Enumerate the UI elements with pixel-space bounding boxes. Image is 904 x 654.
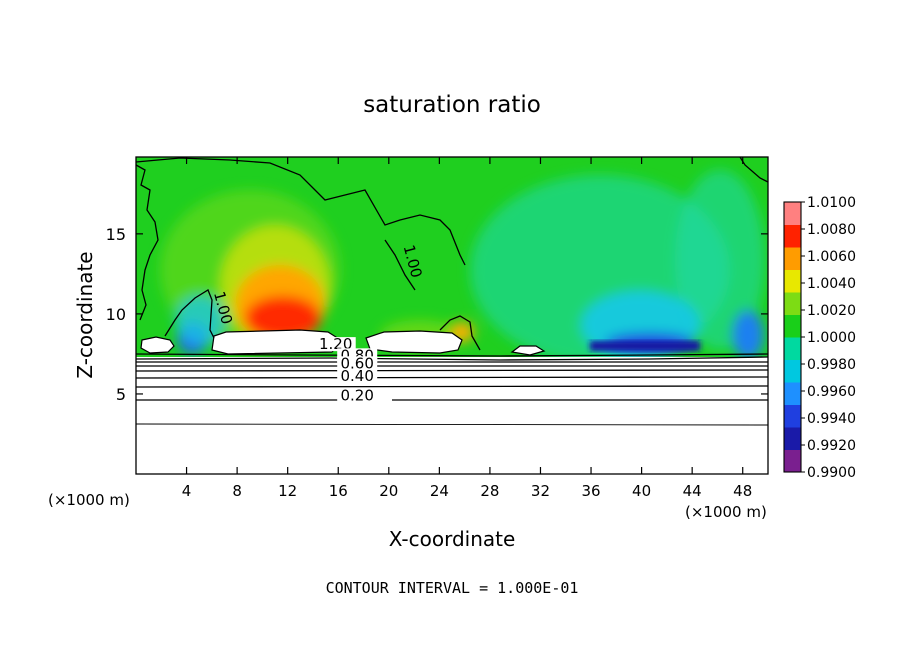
contour-1-00-arch	[164, 289, 215, 339]
x-tick-label: 20	[379, 482, 398, 500]
colorbar-tick-label: 1.0060	[807, 249, 856, 265]
x-tick-label: 4	[182, 482, 192, 500]
contour-base-6	[136, 376, 768, 379]
colorbar-segment	[784, 404, 801, 428]
contour-1-00-plume	[384, 239, 416, 291]
contour-base-7	[136, 385, 768, 388]
colorbar-segment	[784, 382, 801, 405]
chart-title: saturation ratio	[363, 92, 541, 118]
colorbar-segment	[784, 202, 801, 225]
contour-label-bg	[337, 356, 378, 371]
contour-lines	[136, 157, 768, 426]
x-tick-label: 40	[632, 482, 651, 500]
contour-labels: 1.200.800.600.400.201.001.00	[210, 243, 426, 404]
y-axis-label: Z-coordinate	[73, 251, 97, 378]
y-tick-label: 15	[106, 225, 126, 244]
cloud-patch-small	[510, 345, 546, 356]
x-tick-label: 12	[278, 482, 297, 500]
y-axis-ticks: 5 10 15	[106, 225, 768, 404]
plot-frame	[135, 156, 769, 475]
contour-label-bg	[337, 369, 378, 384]
colorbar-tick-label: 1.0000	[807, 330, 856, 346]
x-tick-label: 24	[430, 482, 449, 500]
colorbar-tick-label: 1.0100	[807, 195, 856, 211]
x-axis-unit-right: (×1000 m)	[685, 503, 767, 521]
contour-label: 0.40	[340, 367, 373, 385]
x-tick-label: 28	[480, 482, 499, 500]
colorbar-tick-label: 0.9900	[807, 465, 856, 481]
field-darkblue-band	[590, 341, 700, 351]
colorbar-segment	[784, 314, 801, 338]
colorbar-segment	[784, 292, 801, 315]
contour-label: 0.20	[340, 386, 373, 404]
colorbar-tick-label: 0.9920	[807, 438, 856, 454]
field-red-core	[245, 296, 321, 340]
contour-base-9	[136, 423, 768, 426]
colorbar-segment	[784, 427, 801, 450]
contour-label-bg	[337, 388, 378, 403]
colorbar-segment	[784, 449, 801, 473]
x-tick-label: 8	[232, 482, 242, 500]
colorbar-segment	[784, 337, 801, 360]
colorbar-tick-label: 0.9940	[807, 411, 856, 427]
colorbar-tick-label: 0.9960	[807, 384, 856, 400]
x-tick-label: 48	[733, 482, 752, 500]
cloud-patch-right	[365, 330, 463, 354]
field-white-below-base	[136, 357, 768, 474]
y-tick-label: 10	[106, 305, 126, 324]
colorbar-tick-label: 0.9980	[807, 357, 856, 373]
x-tick-label: 16	[329, 482, 348, 500]
contour-base-2	[136, 356, 768, 361]
x-axis-ticks: 4 8 12 16 20 24 28 32 36 40 44 48	[182, 157, 752, 500]
field-blue-right	[732, 310, 764, 360]
contour-1-00-dip	[439, 315, 481, 351]
field-cyan-left	[175, 295, 225, 345]
contour-base-5	[136, 369, 768, 372]
colorbar-segment	[784, 269, 801, 293]
colorbar-segment	[784, 224, 801, 248]
contour-base-1	[136, 353, 768, 357]
x-axis-unit-left: (×1000 m)	[48, 491, 130, 509]
x-tick-label: 32	[531, 482, 550, 500]
x-tick-label: 36	[581, 482, 600, 500]
field-cyan-right	[675, 170, 765, 350]
contour-label: 0.60	[340, 354, 373, 372]
contour-label-bg	[315, 337, 356, 352]
colorbar-tick-label: 1.0080	[807, 222, 856, 238]
contour-interval-note: CONTOUR INTERVAL = 1.000E-01	[326, 579, 579, 597]
colorbar-segment	[784, 247, 801, 270]
colorbar: 1.0100 1.0080 1.0060 1.0040 1.0020 1.0000 0.99…	[783, 195, 856, 481]
contour-1-00-left	[136, 164, 159, 321]
saturation-field	[136, 157, 768, 474]
y-tick-label: 5	[116, 385, 126, 404]
colorbar-tick-label: 1.0040	[807, 276, 856, 292]
x-tick-label: 44	[683, 482, 702, 500]
colorbar-tick-label: 1.0020	[807, 303, 856, 319]
contour-1-00-top	[136, 157, 466, 266]
colorbar-segment	[784, 359, 801, 383]
cloud-patch-left	[140, 336, 175, 354]
x-axis-label: X-coordinate	[389, 527, 516, 551]
plot-area: 1.200.800.600.400.201.001.00	[136, 157, 768, 474]
